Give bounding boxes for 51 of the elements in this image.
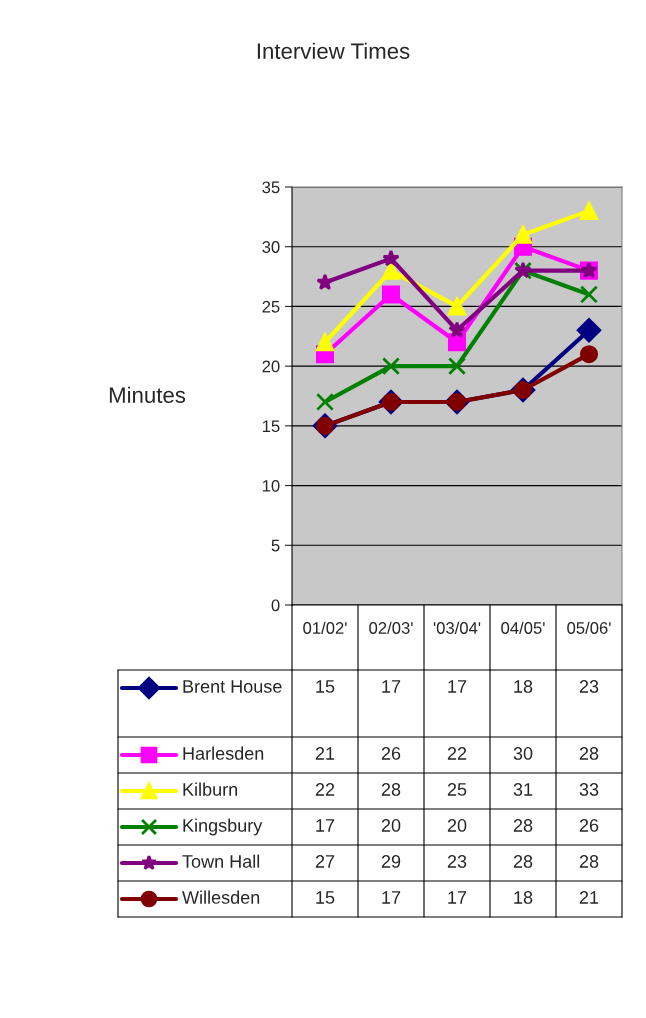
data-label: 17 bbox=[382, 891, 401, 904]
data-label: 21 bbox=[579, 891, 599, 904]
data-label: 17 bbox=[316, 819, 335, 832]
y-axis-title: Minutes bbox=[109, 386, 186, 403]
data-label: 28 bbox=[513, 819, 533, 832]
legend-label: Brent House bbox=[183, 680, 282, 693]
legend-label: Willesden bbox=[182, 890, 260, 904]
y-tick-label: 30 bbox=[262, 241, 280, 253]
legend-label: Kilburn bbox=[183, 782, 238, 796]
legend-label: Town Hall bbox=[182, 854, 260, 868]
data-label: 18 bbox=[514, 680, 533, 693]
data-label: 33 bbox=[579, 783, 599, 796]
data-label: 31 bbox=[513, 783, 533, 796]
y-tick-label: 10 bbox=[262, 479, 280, 492]
data-label: 28 bbox=[579, 747, 599, 760]
y-tick-label: 5 bbox=[271, 539, 280, 552]
data-label: 17 bbox=[448, 891, 467, 904]
data-label: 26 bbox=[381, 747, 401, 760]
data-label: 28 bbox=[381, 783, 401, 796]
data-label: 25 bbox=[447, 783, 467, 796]
data-label: 20 bbox=[447, 819, 467, 832]
legend-label: Kingsbury bbox=[183, 818, 263, 836]
y-tick-label: 20 bbox=[262, 360, 280, 373]
x-tick-label: 02/03' bbox=[369, 621, 413, 634]
data-label: 30 bbox=[513, 747, 533, 760]
data-label: 29 bbox=[381, 855, 401, 868]
y-tick-label: 25 bbox=[262, 300, 280, 313]
data-label: 22 bbox=[315, 783, 335, 796]
data-label: 27 bbox=[315, 855, 335, 868]
x-tick-label: 04/05' bbox=[501, 621, 545, 634]
data-label: 17 bbox=[382, 680, 401, 693]
data-label: 15 bbox=[316, 680, 335, 693]
y-tick-label: 15 bbox=[262, 420, 280, 433]
data-label: 15 bbox=[316, 891, 335, 904]
data-label: 20 bbox=[381, 819, 401, 832]
data-label: 28 bbox=[513, 855, 533, 868]
y-tick-label: 0 bbox=[271, 599, 280, 612]
data-label: 21 bbox=[315, 747, 335, 760]
x-tick-label: 05/06' bbox=[567, 621, 611, 634]
data-label: 26 bbox=[579, 819, 599, 832]
data-label: 18 bbox=[514, 891, 533, 904]
data-label: 22 bbox=[447, 747, 467, 760]
chart-title: Interview Times bbox=[257, 42, 410, 59]
data-label: 23 bbox=[579, 680, 599, 693]
x-tick-label: '03/04' bbox=[433, 621, 481, 634]
data-label: 23 bbox=[447, 855, 467, 868]
data-label: 17 bbox=[448, 680, 467, 693]
x-tick-label: 01/02' bbox=[303, 621, 347, 634]
legend-label: Harlesden bbox=[183, 746, 264, 760]
y-tick-label: 35 bbox=[262, 181, 280, 194]
data-label: 28 bbox=[579, 855, 599, 868]
